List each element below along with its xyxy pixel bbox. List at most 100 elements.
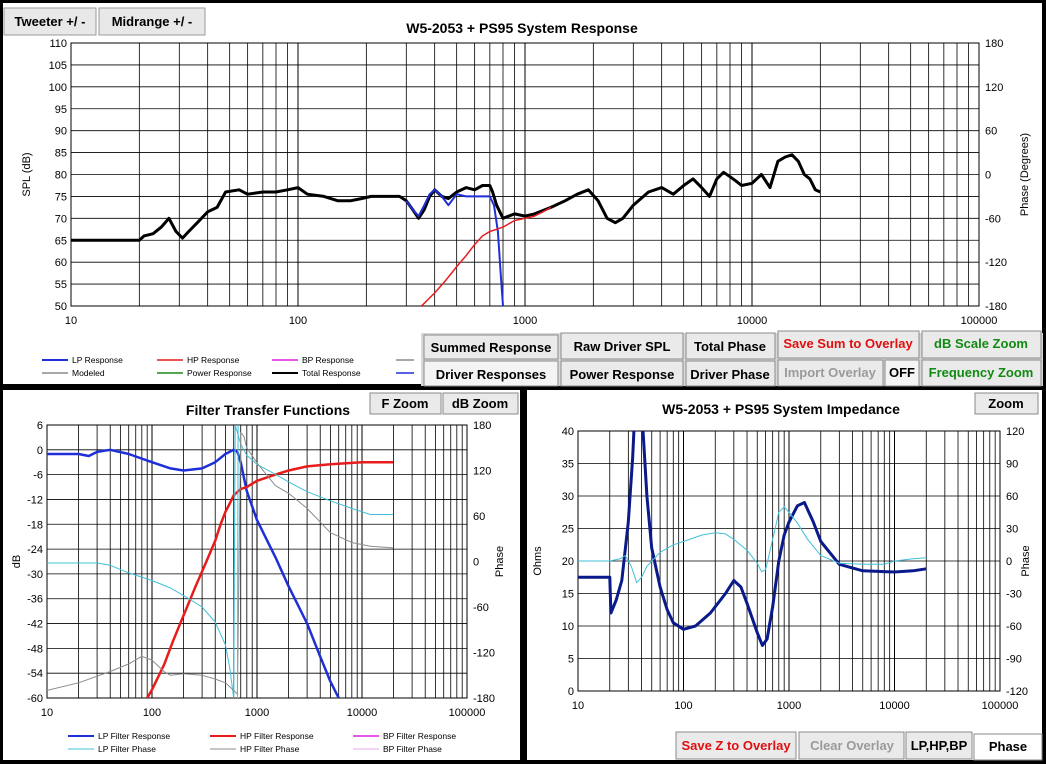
frequency-zoom-button[interactable]: Frequency Zoom: [921, 359, 1042, 387]
y2-tick-label: -120: [473, 648, 495, 660]
x-tick-label: 100000: [961, 315, 998, 327]
y2-tick-label: 180: [473, 420, 491, 432]
y-tick-label: 85: [55, 148, 67, 160]
series-line-hp-filter-phase: [47, 432, 394, 695]
system-impedance-chart: 0 5 10 15 20 25 30 35 40 -120 -90 -60 -30 0 30 60 90 120 1…: [532, 426, 1032, 712]
y2-tick-label: -120: [1006, 686, 1028, 698]
impedance-zoom-button[interactable]: Zoom: [974, 392, 1039, 415]
y2-tick-label: -60: [1006, 621, 1022, 633]
y2-tick-label: 0: [473, 557, 479, 569]
y2-tick-label: 0: [985, 170, 991, 182]
y-tick-label: 75: [55, 191, 67, 203]
total-phase-label: Total Phase: [694, 339, 766, 354]
series-line-lp-filter-response: [47, 448, 340, 698]
midrange-button-label: Midrange +/ -: [112, 14, 193, 29]
driver-responses-label: Driver Responses: [436, 367, 547, 382]
y2-tick-label: 180: [985, 38, 1003, 50]
x-tick-label: 100: [289, 315, 307, 327]
driver-phase-button[interactable]: Driver Phase: [685, 360, 776, 387]
total-phase-button[interactable]: Total Phase: [685, 332, 776, 360]
y2-tick-label: -180: [473, 693, 495, 705]
x-tick-label: 100: [674, 700, 692, 712]
phase-button[interactable]: Phase: [973, 733, 1043, 761]
y-tick-label: -48: [27, 643, 43, 655]
phase-label: Phase: [989, 739, 1027, 754]
series-group: [47, 425, 394, 698]
lp-hp-bp-button[interactable]: LP,HP,BP: [905, 731, 973, 760]
series-line-hp-filter-response: [146, 460, 394, 698]
series-line-impedance: [578, 431, 927, 647]
clear-overlay-button[interactable]: Clear Overlay: [798, 731, 905, 760]
raw-driver-spl-button[interactable]: Raw Driver SPL: [560, 332, 684, 360]
y-tick-label: 105: [49, 60, 67, 72]
y2-tick-label: 0: [1006, 556, 1012, 568]
legend-label-bp-filter-phase: BP Filter Phase: [383, 744, 442, 754]
y-tick-label: 65: [55, 235, 67, 247]
y2-tick-label: -60: [473, 602, 489, 614]
midrange-button[interactable]: Midrange +/ -: [98, 7, 206, 36]
legend-label-power-response: Power Response: [187, 368, 252, 378]
y-tick-label: 90: [55, 126, 67, 138]
legend-label-bp-filter-response: BP Filter Response: [383, 731, 456, 741]
legend-label-lp-filter-phase: LP Filter Phase: [98, 744, 156, 754]
y-tick-label: 100: [49, 82, 67, 94]
y2-axis-label: Phase (Degrees): [1019, 133, 1031, 216]
x-tick-label: 10: [41, 707, 53, 719]
summed-response-button[interactable]: Summed Response: [423, 334, 559, 360]
legend-label-total-response: Total Response: [302, 368, 361, 378]
raw-driver-spl-label: Raw Driver SPL: [574, 339, 671, 354]
db-zoom-button[interactable]: dB Zoom: [442, 392, 519, 415]
y-tick-label: 25: [562, 524, 574, 536]
power-response-button[interactable]: Power Response: [560, 360, 684, 387]
y2-tick-label: -180: [985, 301, 1007, 313]
overlay-off-button[interactable]: OFF: [884, 359, 920, 387]
y-axis-label: SPL (dB): [21, 152, 33, 196]
y-tick-label: 50: [55, 301, 67, 313]
legend-label-modeled: Modeled: [72, 368, 105, 378]
series-group: [578, 431, 927, 647]
y2-tick-label: 120: [985, 82, 1003, 94]
import-overlay-button[interactable]: Import Overlay: [777, 359, 884, 387]
series-group: [71, 153, 821, 306]
summed-response-label: Summed Response: [431, 340, 552, 355]
y-tick-label: -36: [27, 594, 43, 606]
series-line-lp-filter-phase-vertical: [236, 425, 239, 698]
y-tick-label: 6: [37, 420, 43, 432]
legend-label-lp-response: LP Response: [72, 355, 123, 365]
y2-tick-label: -90: [1006, 654, 1022, 666]
save-sum-to-overlay-label: Save Sum to Overlay: [783, 336, 913, 351]
y2-tick-label: 120: [473, 466, 491, 478]
control-buttons: Summed Response Driver Responses Raw Dri…: [421, 330, 1043, 387]
save-sum-to-overlay-button[interactable]: Save Sum to Overlay: [777, 330, 920, 359]
y2-tick-label: 90: [1006, 459, 1018, 471]
f-zoom-label: F Zoom: [382, 396, 429, 411]
overlay-off-label: OFF: [889, 365, 915, 380]
db-scale-zoom-button[interactable]: dB Scale Zoom: [921, 330, 1042, 359]
driver-responses-button[interactable]: Driver Responses: [423, 360, 559, 387]
x-tick-label: 1000: [245, 707, 269, 719]
x-tick-label: 10000: [347, 707, 378, 719]
y-tick-label: 60: [55, 257, 67, 269]
y2-tick-label: -120: [985, 257, 1007, 269]
f-zoom-button[interactable]: F Zoom: [369, 392, 442, 415]
grid: [70, 42, 979, 307]
impedance-controls: Save Z to Overlay Clear Overlay LP,HP,BP…: [675, 731, 1043, 761]
y-tick-label: 10: [562, 621, 574, 633]
y-tick-label: 80: [55, 170, 67, 182]
y-axis-label: Ohms: [532, 546, 544, 576]
y2-tick-label: 60: [473, 511, 485, 523]
impedance-zoom-label: Zoom: [988, 396, 1023, 411]
save-z-to-overlay-button[interactable]: Save Z to Overlay: [675, 731, 797, 760]
y-tick-label: -12: [27, 494, 43, 506]
filter-transfer-chart: -60-54-48-42-36-30-24-18-12-606-180-120-…: [11, 420, 506, 719]
y-tick-label: -60: [27, 693, 43, 705]
x-tick-label: 10000: [737, 315, 768, 327]
x-tick-label: 10: [65, 315, 77, 327]
tweeter-button[interactable]: Tweeter +/ -: [3, 7, 97, 36]
y-tick-label: 0: [568, 686, 574, 698]
import-overlay-label: Import Overlay: [784, 365, 877, 380]
y2-tick-label: 60: [985, 126, 997, 138]
y-tick-label: 35: [562, 459, 574, 471]
legend-label-hp-filter-phase: HP Filter Phase: [240, 744, 300, 754]
driver-phase-label: Driver Phase: [690, 367, 770, 382]
